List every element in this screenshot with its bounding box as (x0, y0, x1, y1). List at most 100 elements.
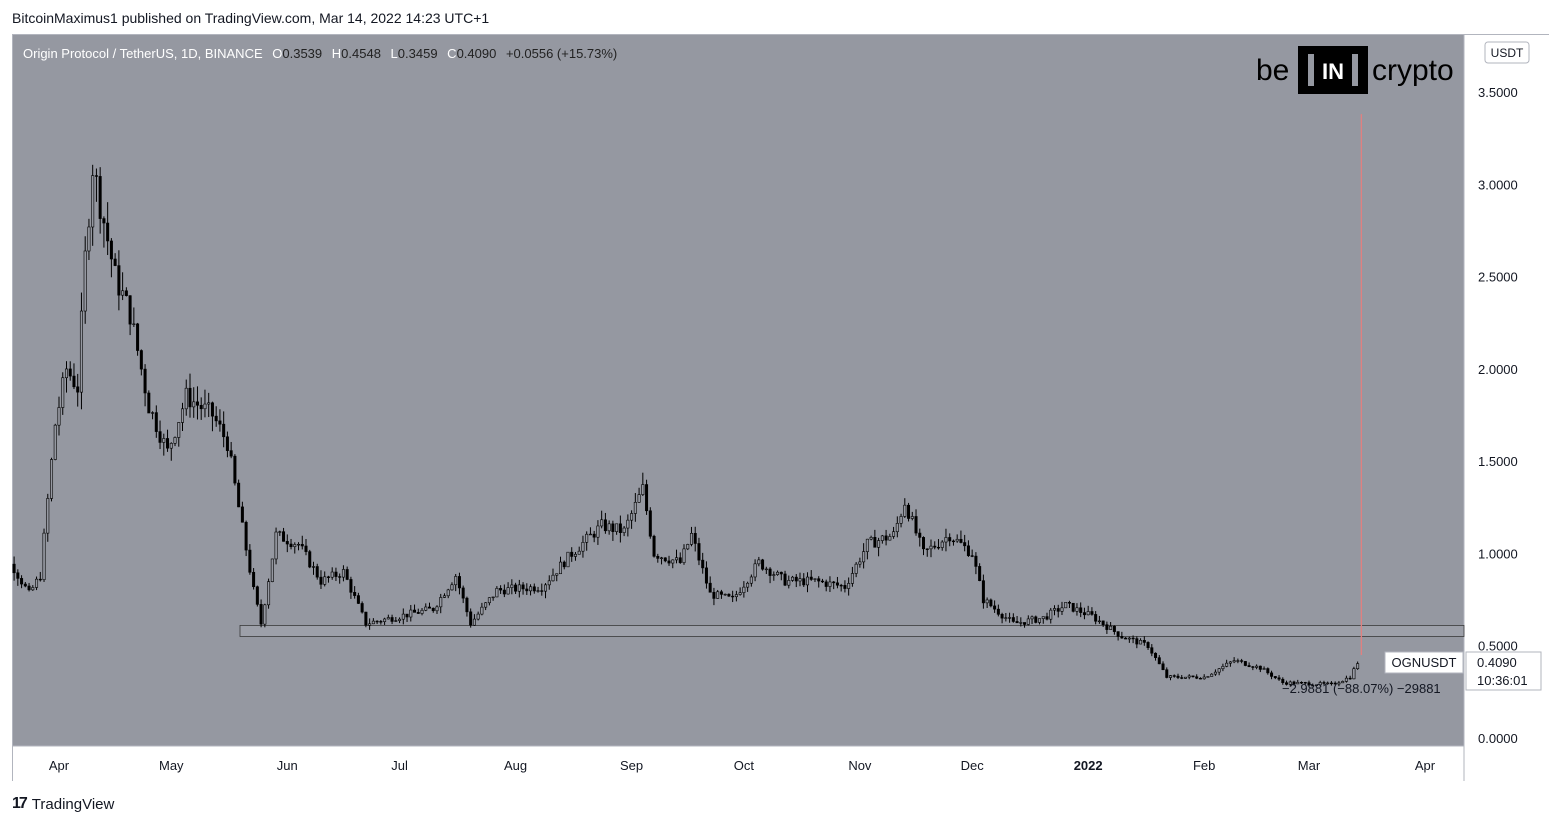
candle (188, 373, 192, 418)
candle-body (611, 523, 615, 532)
tradingview-footer[interactable]: 17 TradingView (12, 795, 114, 813)
candle-body (326, 576, 330, 578)
candle-body (693, 533, 697, 544)
candle-body (686, 544, 690, 550)
candle-body (368, 623, 372, 626)
candle (218, 409, 222, 432)
candle (779, 571, 783, 581)
candle (16, 569, 20, 586)
candle (428, 602, 432, 609)
candle (974, 552, 978, 575)
currency-badge[interactable] (1484, 41, 1530, 64)
candle-body (985, 599, 989, 604)
candle (603, 512, 607, 534)
candle (1067, 600, 1071, 609)
candle (61, 372, 65, 415)
candle-body (390, 617, 394, 622)
candle (23, 582, 27, 588)
candle-body (1326, 682, 1330, 685)
candle (136, 322, 140, 356)
candle (469, 608, 473, 628)
candle (880, 534, 884, 544)
candle-body (802, 578, 806, 586)
candle-body (615, 523, 619, 532)
candle (757, 556, 761, 567)
candle-body (154, 412, 158, 432)
candle (1079, 602, 1083, 618)
candle (547, 575, 551, 590)
candle (1296, 679, 1300, 685)
candle-body (237, 482, 241, 508)
time-tick-label: Oct (734, 758, 755, 773)
candle-body (1341, 681, 1345, 684)
candle-body (562, 561, 566, 568)
candle-body (472, 618, 476, 626)
candle (948, 533, 952, 547)
candle (551, 568, 555, 582)
candle-body (1277, 677, 1281, 680)
candle (839, 583, 843, 592)
candle-body (457, 576, 461, 589)
candle-body (884, 535, 888, 541)
price-tick-label: 1.5000 (1478, 454, 1518, 469)
legend-low-label: L (391, 46, 398, 61)
candle-body (416, 612, 420, 614)
candle (300, 535, 304, 550)
candle-body (319, 576, 323, 585)
candle (102, 216, 106, 248)
candle (35, 576, 39, 591)
candle-body (888, 536, 892, 541)
candle-body (1157, 657, 1161, 665)
candle (903, 498, 907, 519)
candle (225, 431, 229, 458)
candle-body (671, 559, 675, 564)
candle-body (360, 603, 364, 613)
candle-body (1041, 616, 1045, 619)
candle (529, 584, 533, 596)
candle-body (813, 578, 817, 580)
candle-body (719, 591, 723, 595)
price-tick-label: 3.0000 (1478, 177, 1518, 192)
candle-body (772, 574, 776, 576)
candle (1060, 601, 1064, 615)
candle (761, 558, 765, 571)
measure-label: −2.9881 (−88.07%) −29881 (1282, 681, 1441, 696)
candle (667, 555, 671, 566)
candle (626, 514, 630, 537)
legend-high-label: H (332, 46, 341, 61)
last-price-badge (1465, 651, 1542, 691)
candle-body (764, 568, 768, 571)
support-zone[interactable] (239, 625, 1465, 637)
candle (255, 585, 259, 607)
candle-body (1195, 676, 1199, 679)
candle (746, 581, 750, 592)
candle-body (151, 412, 155, 414)
candle-body (192, 401, 196, 408)
candle-body (158, 431, 162, 443)
candle (293, 542, 297, 554)
candle-body (113, 258, 117, 266)
candle-body (742, 586, 746, 593)
candle (1191, 675, 1195, 678)
candle (1112, 625, 1116, 635)
candle-body (61, 377, 65, 408)
candle (192, 387, 196, 418)
candle-body (805, 576, 809, 586)
candle-body (345, 569, 349, 580)
candle-body (529, 586, 533, 592)
candle (375, 620, 379, 625)
candle (1056, 604, 1060, 618)
candle (147, 390, 151, 414)
legend-symbol: Origin Protocol / TetherUS, 1D, BINANCE (23, 46, 263, 61)
candle (330, 567, 334, 580)
candle-body (749, 576, 753, 584)
candle (970, 549, 974, 558)
candle-body (46, 498, 50, 534)
candle (454, 573, 458, 592)
candle (1082, 607, 1086, 620)
candle (31, 585, 35, 591)
candle-body (214, 415, 218, 422)
candle (79, 292, 83, 410)
candle (1176, 673, 1180, 680)
